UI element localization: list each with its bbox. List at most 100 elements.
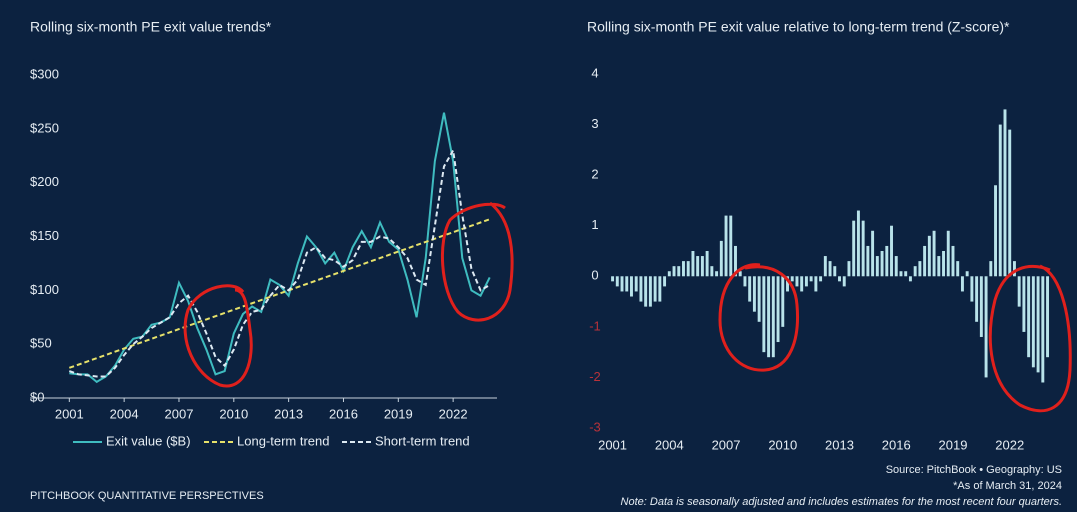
bar — [705, 251, 709, 277]
y-tick-label: -3 — [589, 419, 601, 434]
bar — [994, 185, 998, 277]
bar — [686, 261, 690, 277]
annotation-circle — [988, 264, 1072, 413]
bar — [738, 271, 742, 277]
bar — [743, 276, 747, 287]
bar — [894, 256, 898, 277]
chart-title: Rolling six-month PE exit value trends* — [30, 19, 272, 35]
bar — [653, 276, 657, 302]
bar — [856, 210, 860, 277]
bar — [734, 245, 737, 277]
bar — [908, 276, 912, 282]
y-tick-label: $0 — [30, 389, 44, 404]
bar — [667, 271, 671, 277]
bar — [1027, 276, 1031, 358]
x-tick-label: 2007 — [165, 406, 194, 421]
x-tick-label: 2010 — [768, 437, 797, 452]
bar — [871, 230, 875, 277]
y-tick-label: 4 — [591, 65, 598, 80]
bar — [771, 276, 775, 358]
bar — [979, 276, 983, 337]
x-tick-label: 2016 — [882, 437, 911, 452]
bar — [866, 245, 870, 277]
bar — [942, 251, 945, 277]
annotation-circle — [183, 284, 253, 388]
bar — [861, 220, 865, 277]
bar — [658, 276, 662, 302]
bar — [1036, 276, 1040, 373]
bar — [719, 240, 723, 277]
bar — [800, 276, 804, 292]
bar — [847, 261, 851, 277]
bar — [790, 276, 794, 282]
bar — [904, 271, 908, 277]
bar — [630, 276, 633, 297]
annotation-circle — [718, 263, 800, 372]
x-tick-label: 2010 — [219, 406, 248, 421]
x-tick-label: 2007 — [712, 437, 741, 452]
y-tick-label: 2 — [591, 167, 598, 182]
bar — [814, 276, 818, 292]
bar — [946, 230, 950, 277]
bar — [804, 276, 808, 287]
bar — [648, 276, 652, 307]
bar — [1046, 276, 1050, 358]
bar — [615, 276, 619, 287]
bar — [923, 245, 927, 277]
legend-label: Long-term trend — [237, 433, 330, 448]
bar — [757, 276, 761, 322]
bar — [1008, 129, 1012, 277]
bar — [767, 276, 771, 358]
as-of: *As of March 31, 2024 — [953, 480, 1062, 492]
bar — [762, 276, 766, 353]
x-tick-label: 2001 — [598, 437, 627, 452]
bar — [965, 271, 969, 277]
bar — [913, 266, 917, 277]
x-tick-label: 2022 — [439, 406, 468, 421]
bar — [989, 261, 993, 277]
bar — [748, 276, 752, 302]
x-tick-label: 2004 — [655, 437, 684, 452]
bar — [890, 225, 893, 277]
bar — [998, 124, 1002, 277]
bar — [1041, 276, 1045, 383]
bar — [620, 276, 624, 292]
x-tick-label: 2022 — [995, 437, 1024, 452]
y-tick-label: $250 — [30, 120, 59, 135]
annotation-circle — [441, 201, 514, 322]
bar — [786, 276, 789, 292]
bar — [960, 276, 964, 292]
bar — [729, 215, 733, 277]
bar — [672, 266, 676, 277]
bar — [932, 230, 936, 277]
bar — [927, 235, 931, 277]
y-tick-label: $100 — [30, 282, 59, 297]
series-line — [68, 147, 491, 378]
series-line — [68, 218, 491, 369]
series-line — [69, 112, 491, 384]
bar — [639, 276, 643, 302]
bar — [956, 261, 960, 277]
legend-label: Short-term trend — [375, 433, 470, 448]
bar — [842, 276, 846, 287]
bar — [880, 251, 884, 277]
y-tick-label: $300 — [30, 66, 59, 81]
x-tick-label: 2019 — [939, 437, 968, 452]
bar — [724, 215, 728, 277]
bar — [1031, 276, 1035, 368]
x-tick-label: 2001 — [55, 406, 84, 421]
bar — [776, 276, 780, 343]
y-tick-label: -2 — [589, 369, 601, 384]
bar — [984, 276, 988, 378]
bar — [833, 266, 837, 277]
y-tick-label: -1 — [589, 318, 601, 333]
y-tick-label: 1 — [591, 217, 598, 232]
x-tick-label: 2016 — [329, 406, 358, 421]
bar — [951, 245, 955, 277]
y-tick-label: $150 — [30, 228, 59, 243]
bar — [937, 256, 941, 277]
bar — [918, 261, 922, 277]
y-tick-label: 3 — [591, 116, 598, 131]
